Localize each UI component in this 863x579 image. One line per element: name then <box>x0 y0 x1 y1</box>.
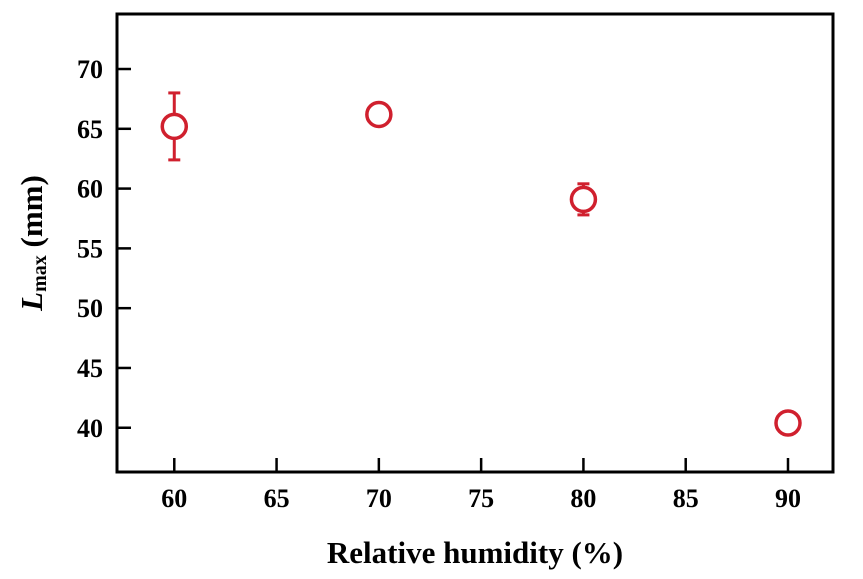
x-tick-label: 80 <box>570 484 596 513</box>
data-point <box>774 409 802 437</box>
x-axis-ticks: 60 65 70 75 80 85 90 <box>161 458 801 513</box>
x-tick-label: 90 <box>775 484 801 513</box>
y-tick-label: 70 <box>77 55 103 84</box>
y-tick-label: 40 <box>77 414 103 443</box>
y-axis-title-unit: (mm) <box>14 175 49 255</box>
x-tick-label: 60 <box>161 484 187 513</box>
x-tick-label: 75 <box>468 484 494 513</box>
y-tick-label: 55 <box>77 234 103 263</box>
y-tick-label: 65 <box>77 115 103 144</box>
error-bars <box>168 91 794 435</box>
y-axis-title-symbol: L <box>14 292 49 312</box>
y-tick-label: 45 <box>77 354 103 383</box>
x-tick-label: 85 <box>673 484 699 513</box>
x-tick-label: 65 <box>264 484 290 513</box>
data-point <box>365 100 393 129</box>
y-tick-label: 60 <box>77 175 103 204</box>
plot-frame <box>115 12 835 474</box>
y-axis-title: Lmax (mm) <box>14 175 51 312</box>
x-axis-title: Relative humidity (%) <box>327 535 623 570</box>
data-point <box>569 185 598 214</box>
data-points <box>160 100 802 437</box>
y-axis-ticks: 40 45 50 55 60 65 70 <box>77 55 131 443</box>
x-tick-label: 70 <box>366 484 392 513</box>
y-axis-title-subscript: max <box>29 255 51 292</box>
data-point <box>160 112 189 141</box>
y-tick-label: 50 <box>77 294 103 323</box>
